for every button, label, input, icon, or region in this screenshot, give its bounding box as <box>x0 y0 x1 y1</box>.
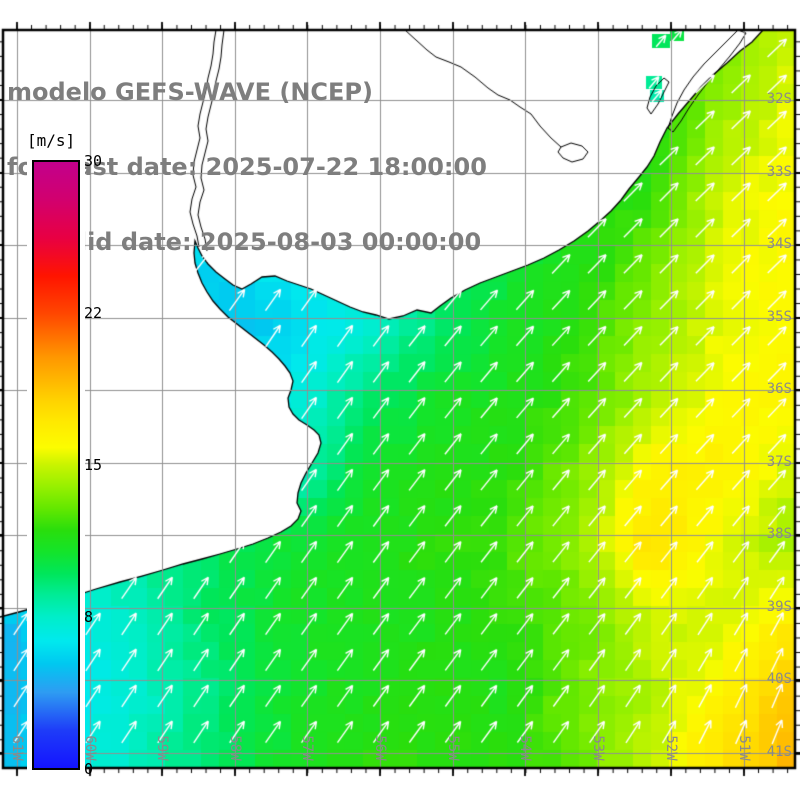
lon-tick-label: 52W <box>663 735 679 761</box>
lon-tick-label: 60W <box>82 735 98 761</box>
colorbar-unit-label: [m/s] <box>27 131 76 150</box>
lat-tick-label: 37S <box>766 454 792 470</box>
lat-tick-label: 40S <box>766 671 792 687</box>
colorbar-tick-label: 8 <box>84 608 94 626</box>
colorbar-tick-label: 22 <box>84 304 103 322</box>
colorbar-tick-label: 30 <box>84 152 103 170</box>
colorbar <box>27 155 85 775</box>
lon-tick-label: 57W <box>299 735 315 761</box>
lon-tick-label: 61W <box>9 735 25 761</box>
lat-tick-label: 41S <box>766 744 792 760</box>
lon-tick-label: 54W <box>517 735 533 761</box>
title-line-model: modelo GEFS-WAVE (NCEP) <box>7 78 373 106</box>
lon-tick-label: 59W <box>154 735 170 761</box>
lon-tick-label: 51W <box>736 735 752 761</box>
lat-tick-label: 39S <box>766 599 792 615</box>
lat-tick-label: 34S <box>766 236 792 252</box>
colorbar-tick-label: 15 <box>84 456 103 474</box>
lon-tick-label: 53W <box>590 735 606 761</box>
colorbar-tick-label: 0 <box>84 760 94 778</box>
lon-tick-label: 58W <box>227 735 243 761</box>
lon-tick-label: 55W <box>445 735 461 761</box>
lat-tick-label: 38S <box>766 526 792 542</box>
lon-tick-label: 56W <box>372 735 388 761</box>
lat-tick-label: 32S <box>766 91 792 107</box>
lat-tick-label: 35S <box>766 309 792 325</box>
lat-tick-label: 36S <box>766 381 792 397</box>
lat-tick-label: 33S <box>766 164 792 180</box>
